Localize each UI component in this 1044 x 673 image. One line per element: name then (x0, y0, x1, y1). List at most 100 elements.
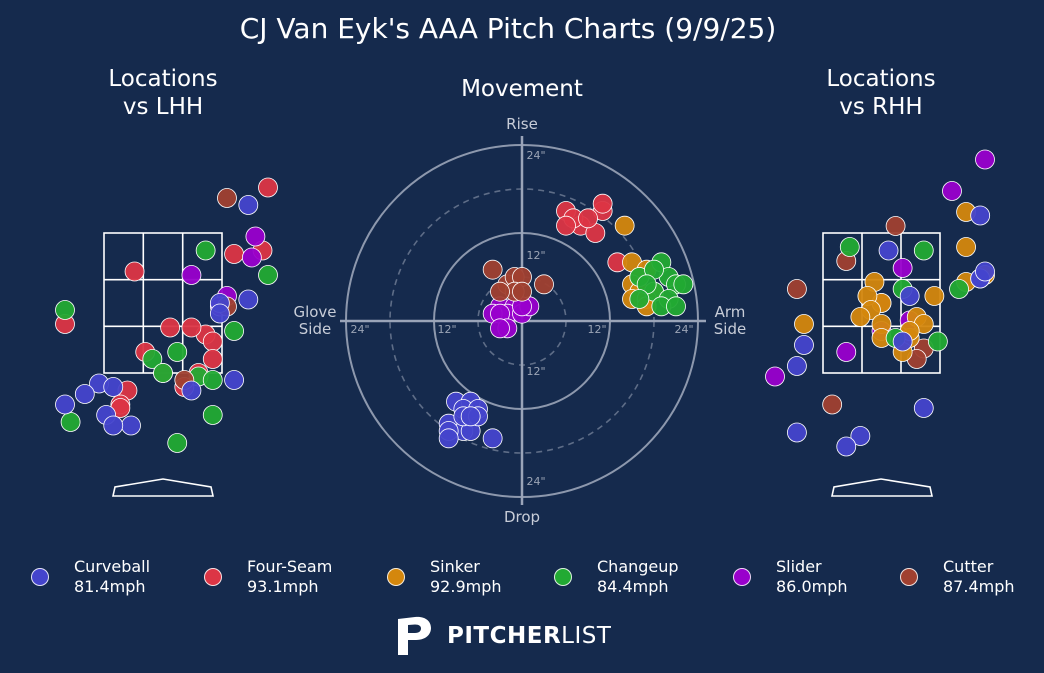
movement-point-four-seam (578, 208, 598, 229)
lhh-point-changeup (142, 349, 163, 369)
legend-swatch (733, 568, 751, 586)
rhh-point-slider (765, 366, 785, 387)
lhh-point-curveball (121, 415, 141, 436)
lhh-point-four-seam (224, 244, 244, 264)
rhh-point-cutter (822, 394, 843, 415)
lhh-point-curveball (209, 303, 230, 324)
lhh-home-plate (112, 478, 214, 497)
lhh-point-four-seam (202, 331, 223, 352)
legend-swatch (387, 568, 405, 586)
rhh-point-sinker (794, 314, 814, 334)
lhh-point-curveball (238, 289, 259, 310)
legend-pitch-name: Cutter (943, 557, 994, 576)
rhh-point-sinker (850, 307, 871, 327)
rhh-point-slider (942, 181, 962, 201)
rhh-point-sinker (956, 237, 976, 257)
chart-title: CJ Van Eyk's AAA Pitch Charts (9/9/25) (240, 12, 777, 45)
rhh-point-curveball (899, 286, 920, 306)
rhh-point-sinker (924, 286, 945, 306)
movement-title: Movement (461, 76, 583, 102)
rhh-point-cutter (787, 279, 807, 299)
movement-point-four-seam (556, 215, 576, 236)
ring-tick-label: 12" (587, 323, 606, 336)
rhh-home-plate (831, 478, 933, 497)
rhh-title-line2: vs RHH (839, 94, 922, 120)
lhh-point-four-seam (181, 317, 202, 338)
lhh-point-cutter (217, 188, 237, 208)
lhh-point-four-seam (202, 349, 223, 369)
legend-pitch-speed: 86.0mph (776, 577, 848, 596)
legend-pitch-speed: 87.4mph (943, 577, 1015, 596)
legend-label: Changeup 84.4mph (597, 557, 679, 597)
legend-pitch-speed: 93.1mph (247, 577, 319, 596)
legend-pitch-name: Curveball (74, 557, 151, 576)
axis-label-drop: Drop (504, 508, 540, 526)
rhh-point-curveball (787, 356, 807, 376)
ring-tick-label: 12" (526, 249, 545, 262)
rhh-point-curveball (787, 422, 807, 443)
pitcherlist-p-logo (398, 616, 431, 655)
ring-tick-label: 24" (526, 475, 545, 488)
legend-label: Sinker 92.9mph (430, 557, 502, 597)
lhh-point-changeup (195, 240, 216, 261)
lhh-point-changeup (224, 321, 244, 341)
movement-point-cutter (490, 281, 510, 302)
movement-ring-ticks: 24" 12" 12" 24" 24" 12" 12" 24" (350, 149, 693, 488)
legend-swatch (554, 568, 572, 586)
rhh-point-curveball (836, 436, 857, 457)
lhh-point-slider (181, 265, 202, 285)
legend-label: Four-Seam 93.1mph (247, 557, 332, 597)
lhh-point-curveball (103, 415, 124, 436)
rhh-point-curveball (878, 240, 899, 261)
rhh-point-curveball (850, 426, 871, 446)
movement-point-slider (490, 318, 510, 339)
lhh-location-panel: Locations vs LHH (55, 66, 278, 497)
rhh-title-line1: Locations (826, 66, 935, 92)
rhh-point-changeup (913, 240, 934, 261)
lhh-point-four-seam (124, 261, 145, 282)
brand-word-light: LIST (561, 623, 612, 649)
rhh-point-curveball (794, 335, 814, 355)
lhh-point-changeup (153, 363, 173, 383)
movement-point-four-seam (592, 193, 613, 214)
movement-point-changeup (673, 274, 694, 295)
rhh-point-curveball (970, 205, 991, 226)
movement-panel: Movement Rise Drop Glove Side Arm Side 24"… (293, 76, 746, 526)
rhh-points (765, 149, 995, 457)
movement-point-curveball (482, 428, 503, 449)
axis-label-arm-side: Arm Side (714, 303, 746, 338)
brand-word-bold: PITCHER (447, 623, 562, 649)
legend-pitch-name: Four-Seam (247, 557, 333, 576)
ring-tick-label: 12" (526, 365, 545, 378)
lhh-point-curveball (103, 377, 124, 397)
legend-label: Slider 86.0mph (776, 557, 848, 597)
movement-point-cutter (482, 259, 503, 280)
legend-swatch (204, 568, 222, 586)
rhh-location-panel: Locations vs RHH (765, 66, 995, 497)
rhh-point-curveball (975, 261, 995, 282)
movement-points (438, 193, 694, 449)
rhh-point-changeup (927, 331, 948, 352)
axis-label-glove-side: Glove Side (293, 303, 336, 338)
lhh-point-changeup (167, 342, 188, 362)
legend-pitch-speed: 81.4mph (74, 577, 146, 596)
rhh-point-changeup (839, 237, 860, 257)
movement-point-sinker (614, 215, 635, 236)
lhh-point-changeup (202, 405, 223, 425)
lhh-points (55, 177, 278, 453)
legend: Curveball 81.4mph Four-Seam 93.1mph Sinker 92… (0, 555, 1044, 605)
lhh-point-changeup (258, 265, 278, 285)
lhh-point-slider (245, 226, 266, 247)
legend-pitch-name: Changeup (597, 557, 679, 576)
legend-pitch-name: Sinker (430, 557, 480, 576)
legend-pitch-speed: 84.4mph (597, 577, 669, 596)
movement-point-curveball (438, 428, 459, 449)
lhh-point-curveball (238, 195, 259, 215)
ring-tick-label: 12" (437, 323, 456, 336)
lhh-point-slider (241, 247, 262, 268)
lhh-point-changeup (55, 300, 75, 320)
movement-point-curveball (460, 406, 481, 427)
lhh-title-line2: vs LHH (123, 94, 203, 120)
lhh-point-changeup (60, 412, 81, 432)
